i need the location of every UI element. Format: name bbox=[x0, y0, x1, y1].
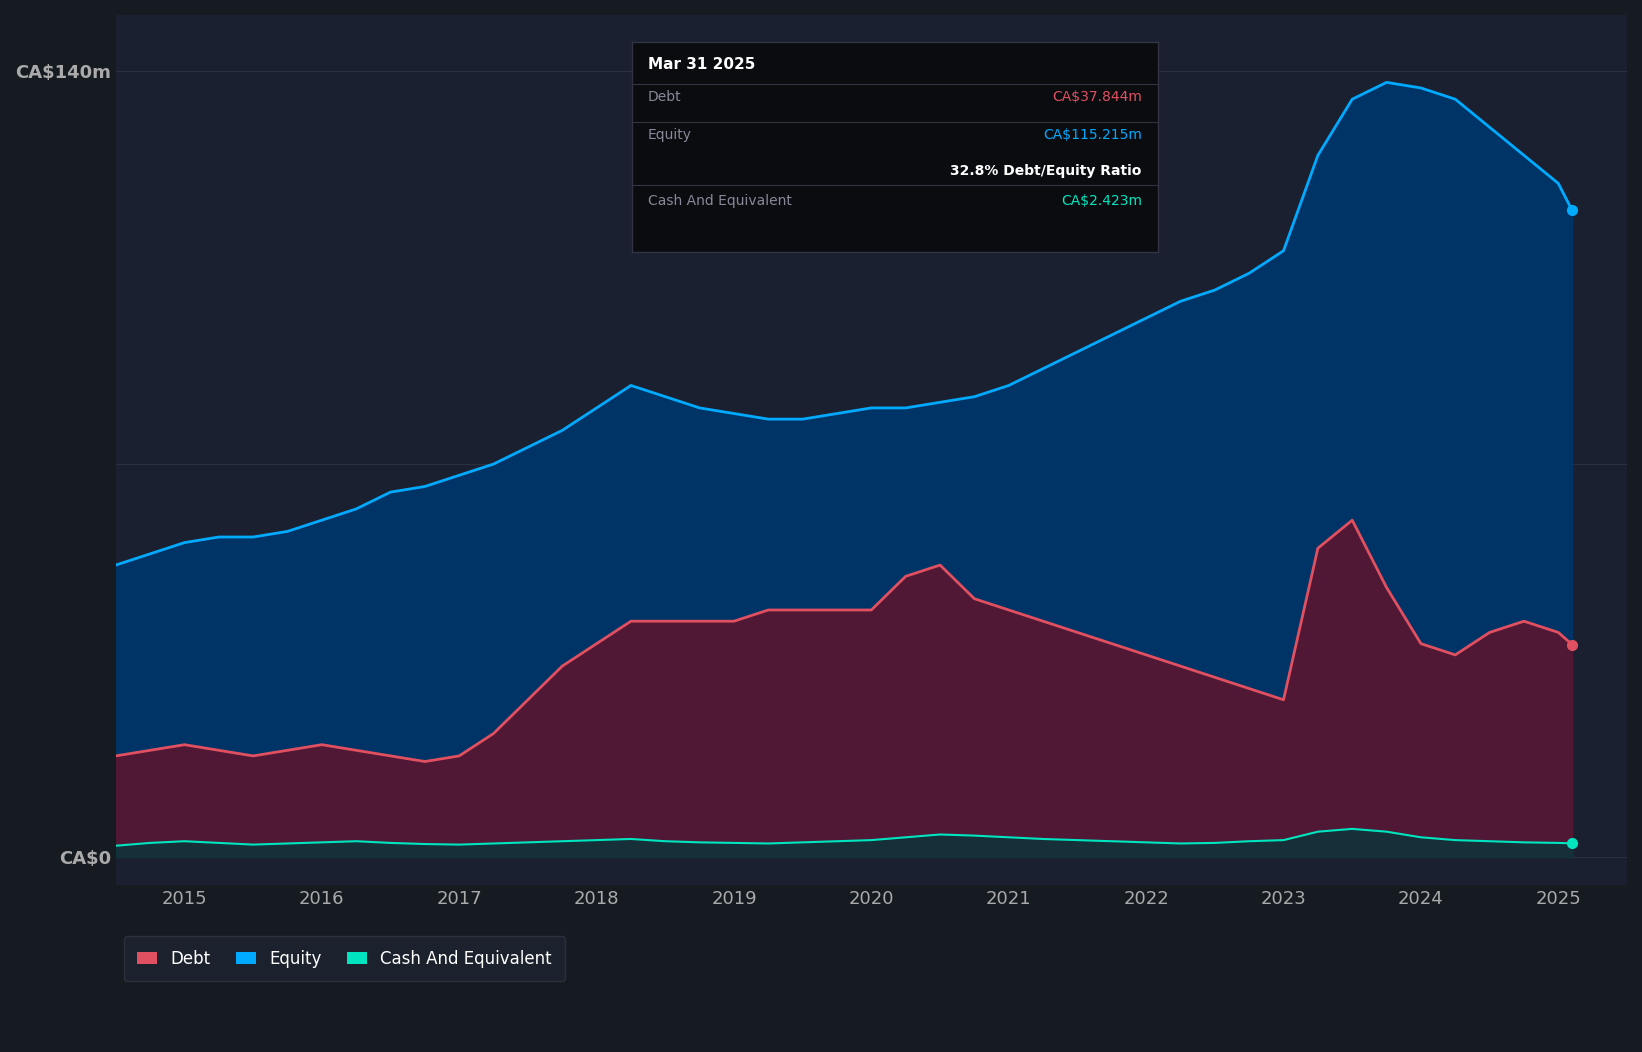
Text: CA$115.215m: CA$115.215m bbox=[1043, 128, 1141, 142]
Text: Debt: Debt bbox=[649, 90, 681, 104]
Text: Cash And Equivalent: Cash And Equivalent bbox=[649, 194, 791, 207]
Text: CA$37.844m: CA$37.844m bbox=[1053, 90, 1141, 104]
Text: Equity: Equity bbox=[649, 128, 691, 142]
Legend: Debt, Equity, Cash And Equivalent: Debt, Equity, Cash And Equivalent bbox=[125, 936, 565, 982]
Text: Mar 31 2025: Mar 31 2025 bbox=[649, 57, 755, 72]
Text: 32.8% Debt/Equity Ratio: 32.8% Debt/Equity Ratio bbox=[951, 164, 1141, 178]
Text: CA$2.423m: CA$2.423m bbox=[1061, 194, 1141, 207]
